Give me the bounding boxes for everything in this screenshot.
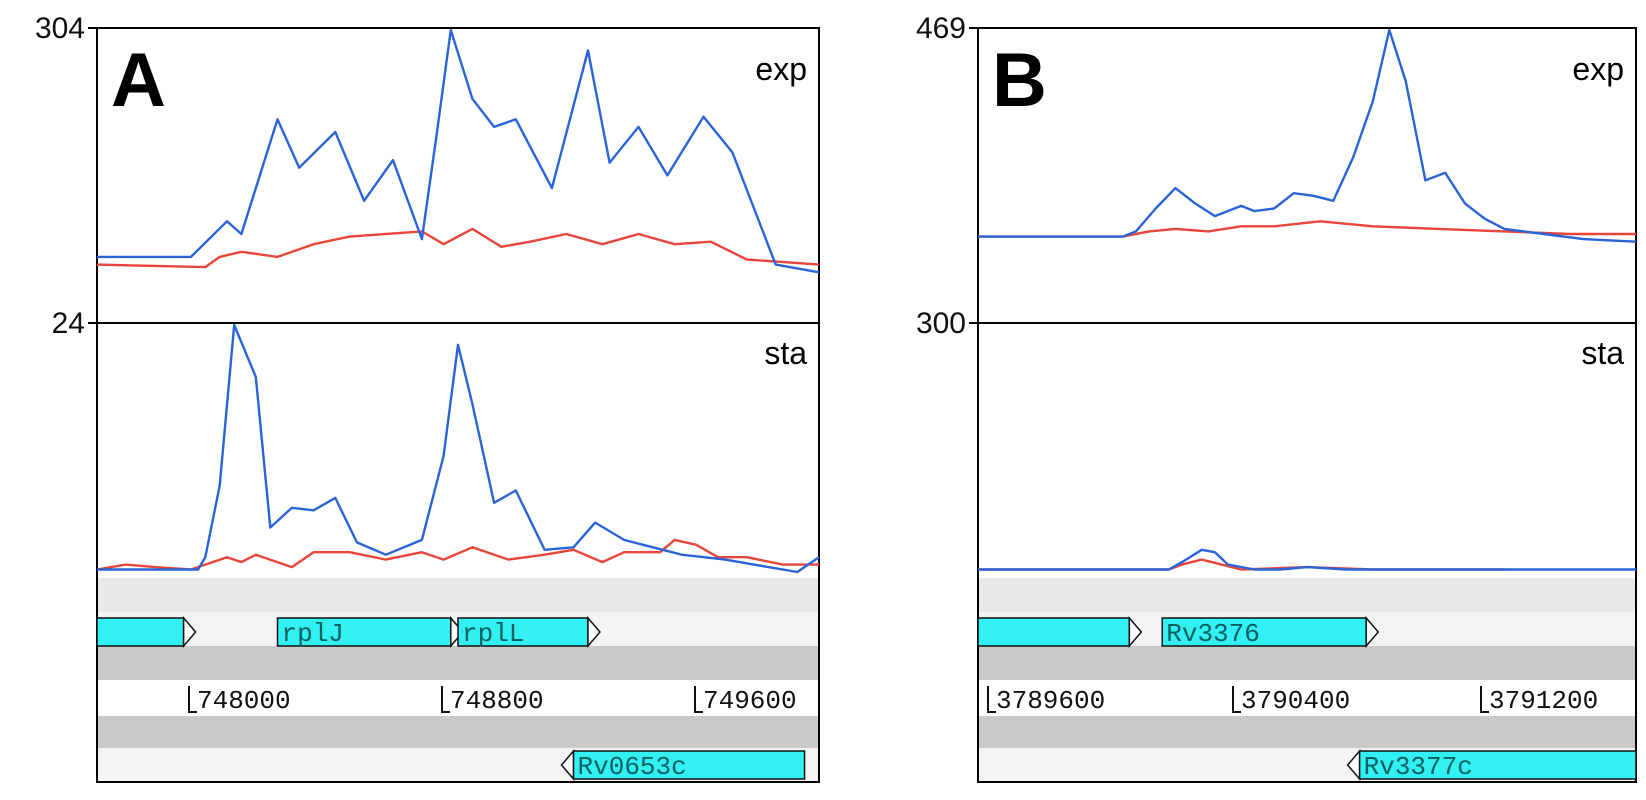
gene-box <box>1358 750 1637 780</box>
sta-series-blue-line <box>97 323 820 574</box>
gene-arrowhead <box>1128 615 1143 649</box>
coordinate-tick <box>188 686 197 713</box>
sta-ymax-label: 300 <box>916 307 966 340</box>
gene-box <box>977 617 1131 647</box>
annotation-band <box>97 646 819 680</box>
panel-a: 304 24 A exp sta 748000 748800 749600 rplJ rplL Rv… <box>35 12 820 783</box>
exp-series-blue-line <box>978 28 1637 243</box>
gene-box <box>572 750 806 780</box>
coordinate-label: 748800 <box>450 686 544 716</box>
exp-series-red-line <box>978 220 1636 238</box>
sta-track-label: sta <box>1581 335 1624 371</box>
gene-arrowhead <box>587 615 601 649</box>
gene-forward[interactable]: Rv3376 <box>1161 615 1380 649</box>
gene-label: Rv0653c <box>578 752 687 782</box>
exp-track-label: exp <box>755 51 807 87</box>
coordinate-tick <box>694 686 703 713</box>
coordinate-label: 3791200 <box>1489 686 1598 716</box>
coordinate-tick <box>1480 686 1489 713</box>
panel-frame <box>977 27 1637 783</box>
gene-label: Rv3376 <box>1166 619 1260 649</box>
annotation-band <box>978 680 1636 716</box>
gene-arrowhead <box>450 615 464 649</box>
gene-forward[interactable]: rplJ <box>276 615 464 649</box>
gene-forward[interactable] <box>977 615 1143 649</box>
coordinate-tick <box>987 686 996 713</box>
gene-label: rplJ <box>282 619 344 649</box>
exp-ymax-label: 469 <box>916 12 966 45</box>
gene-forward[interactable]: rplL <box>457 615 601 649</box>
coordinate-label: 3789600 <box>996 686 1105 716</box>
panel-b: 469 300 B exp sta 3789600 3790400 3791200 Rv3376… <box>916 12 1637 783</box>
gene-arrowhead <box>182 615 197 649</box>
gene-forward[interactable] <box>96 615 197 649</box>
gene-label: Rv3377c <box>1364 752 1473 782</box>
annotation-band <box>978 716 1636 748</box>
coordinate-label: 3790400 <box>1241 686 1350 716</box>
panel-letter: B <box>992 38 1047 123</box>
exp-series-blue-line <box>97 28 820 274</box>
panel-letter: A <box>111 38 166 123</box>
gene-arrowhead <box>1365 615 1380 649</box>
annotation-band <box>97 716 819 748</box>
gene-reverse[interactable]: Rv0653c <box>560 748 806 782</box>
sta-series-blue-line <box>978 548 1636 571</box>
sta-series-red-line <box>96 538 819 571</box>
annotation-band <box>978 646 1636 680</box>
sta-ymax-label: 24 <box>52 307 85 340</box>
exp-ymax-label: 304 <box>35 12 85 45</box>
coordinate-label: 748000 <box>197 686 291 716</box>
gene-reverse[interactable]: Rv3377c <box>1346 748 1637 782</box>
annotation-band <box>97 578 819 612</box>
coordinate-tick <box>441 686 450 713</box>
coordinate-tick <box>1232 686 1241 713</box>
sta-track-label: sta <box>764 335 807 371</box>
gene-label: rplL <box>462 619 524 649</box>
annotation-band <box>97 680 819 716</box>
gene-box <box>276 617 452 647</box>
panel-frame <box>96 27 820 783</box>
exp-series-red-line <box>96 227 820 269</box>
exp-track-label: exp <box>1572 51 1624 87</box>
gene-box <box>96 617 185 647</box>
annotation-band <box>978 578 1636 612</box>
coordinate-label: 749600 <box>703 686 797 716</box>
